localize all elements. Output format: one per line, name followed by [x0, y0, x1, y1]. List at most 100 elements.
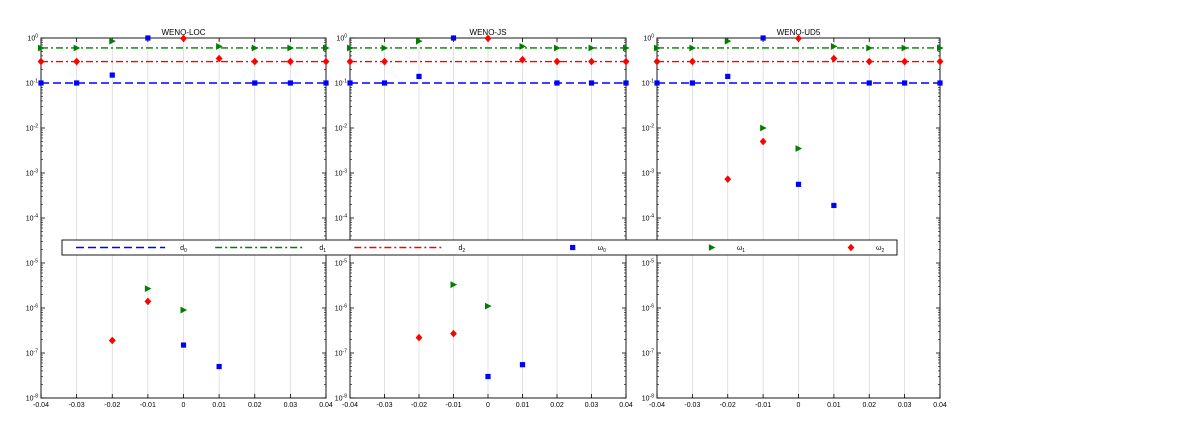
- y-tick-label: 10-4: [642, 214, 654, 223]
- legend-swatch: [708, 244, 716, 251]
- x-tick-label: -0.02: [720, 402, 736, 409]
- y-tick-label: 100: [27, 34, 38, 43]
- chart-title: WENO-JS: [470, 28, 507, 37]
- y-tick-label: 10-2: [335, 124, 347, 133]
- chart-panels: 10-8 10-7 10-6 10-5 10-4 10-3 10-2 10-1 100 -0.04…: [26, 28, 947, 409]
- data-point-w1: [180, 306, 188, 314]
- chart-panel-1: 10-8 10-7 10-6 10-5 10-4 10-3 10-2 10-1 100 -0.04…: [26, 28, 333, 409]
- x-tick-label: -0.03: [684, 402, 700, 409]
- data-point-w2: [724, 175, 732, 183]
- line-marker-d0: [381, 80, 388, 86]
- line-marker-d2: [588, 57, 595, 66]
- x-tick-label: 0.04: [319, 402, 333, 409]
- legend-entry-d1: d1: [215, 245, 326, 254]
- line-marker-d1: [73, 44, 81, 52]
- y-tick-label: 100: [643, 34, 654, 43]
- x-tick-label: 0.03: [284, 402, 298, 409]
- line-marker-d1: [689, 44, 696, 52]
- line-marker-d2: [653, 57, 661, 66]
- y-tick-label: 10-5: [642, 259, 654, 268]
- line-marker-d2: [553, 57, 561, 66]
- series-w2: [415, 34, 526, 342]
- x-tick-label: 0.03: [585, 402, 599, 409]
- y-tick-label: 10-2: [26, 124, 38, 133]
- legend-entry-w0: ω0: [570, 244, 606, 254]
- series-w0: [725, 35, 837, 209]
- line-marker-d1: [937, 44, 944, 52]
- data-point-w2: [759, 137, 767, 146]
- x-tick-label: 0: [797, 402, 801, 409]
- y-tick-label: 10-8: [26, 394, 38, 403]
- y-tick-label: 10-7: [335, 349, 347, 358]
- line-marker-d2: [381, 57, 388, 66]
- data-point-w2: [450, 329, 457, 338]
- data-point-w1: [416, 37, 423, 45]
- line-marker-d0: [937, 80, 943, 86]
- line-marker-d0: [866, 80, 872, 86]
- series-w0: [416, 35, 526, 380]
- line-marker-d2: [901, 57, 909, 66]
- series-d2: [346, 57, 630, 66]
- y-tick-label: 10-1: [335, 79, 347, 88]
- data-point-w2: [180, 34, 187, 43]
- x-tick-label: 0.02: [248, 402, 262, 409]
- y-tick-label: 10-4: [26, 214, 38, 223]
- chart-title: WENO-LOC: [162, 28, 206, 37]
- line-marker-d0: [902, 80, 908, 86]
- legend-label: ω1: [737, 245, 745, 254]
- legend-label: d1: [319, 245, 326, 254]
- legend-label: ω2: [876, 245, 884, 254]
- data-point-w2: [108, 336, 116, 345]
- data-point-w0: [519, 362, 526, 368]
- line-marker-d0: [623, 80, 629, 86]
- data-point-w2: [415, 333, 423, 342]
- line-marker-d1: [901, 44, 909, 52]
- data-point-w2: [144, 297, 152, 306]
- y-tick-label: 10-3: [642, 169, 654, 178]
- x-tick-label: -0.03: [69, 402, 85, 409]
- x-tick-label: 0.02: [862, 402, 876, 409]
- series-w1: [724, 37, 838, 152]
- data-point-w1: [216, 43, 223, 50]
- series-w2: [108, 34, 223, 345]
- data-point-w0: [760, 35, 766, 41]
- legend-swatch: [847, 243, 855, 252]
- x-tick-label: -0.01: [140, 402, 156, 409]
- x-tick-label: -0.04: [33, 402, 49, 409]
- line-marker-d0: [347, 80, 353, 86]
- line-marker-d2: [251, 57, 259, 66]
- line-marker-d1: [251, 44, 259, 52]
- line-marker-d0: [252, 80, 258, 86]
- x-tick-label: -0.01: [755, 402, 771, 409]
- data-point-w1: [795, 145, 803, 152]
- y-tick-label: 10-6: [335, 304, 347, 313]
- data-point-w1: [485, 302, 492, 310]
- line-marker-d1: [323, 44, 330, 52]
- line-marker-d2: [346, 57, 354, 66]
- legend-label: d2: [459, 245, 466, 254]
- y-tick-label: 10-3: [335, 169, 347, 178]
- line-marker-d0: [287, 80, 293, 86]
- y-tick-label: 10-4: [335, 214, 347, 223]
- data-point-w1: [760, 124, 767, 132]
- x-tick-label: 0.03: [898, 402, 912, 409]
- x-tick-label: 0: [182, 402, 186, 409]
- y-tick-label: 10-6: [26, 304, 38, 313]
- line-marker-d1: [654, 44, 661, 52]
- line-marker-d1: [866, 44, 873, 52]
- line-marker-d1: [38, 44, 45, 52]
- data-point-w1: [830, 43, 838, 50]
- series-w2: [724, 34, 838, 183]
- series-d0: [347, 80, 629, 86]
- line-marker-d1: [623, 44, 630, 52]
- series-d1: [38, 44, 330, 52]
- data-point-w0: [725, 73, 731, 80]
- series-w0: [109, 35, 222, 370]
- data-point-w0: [180, 342, 187, 348]
- legend-entry-w2: ω2: [847, 243, 884, 254]
- line-marker-d2: [286, 57, 294, 66]
- y-tick-label: 10-5: [26, 259, 38, 268]
- data-point-w0: [485, 373, 491, 380]
- x-tick-label: 0.01: [212, 402, 226, 409]
- series-d2: [37, 57, 330, 66]
